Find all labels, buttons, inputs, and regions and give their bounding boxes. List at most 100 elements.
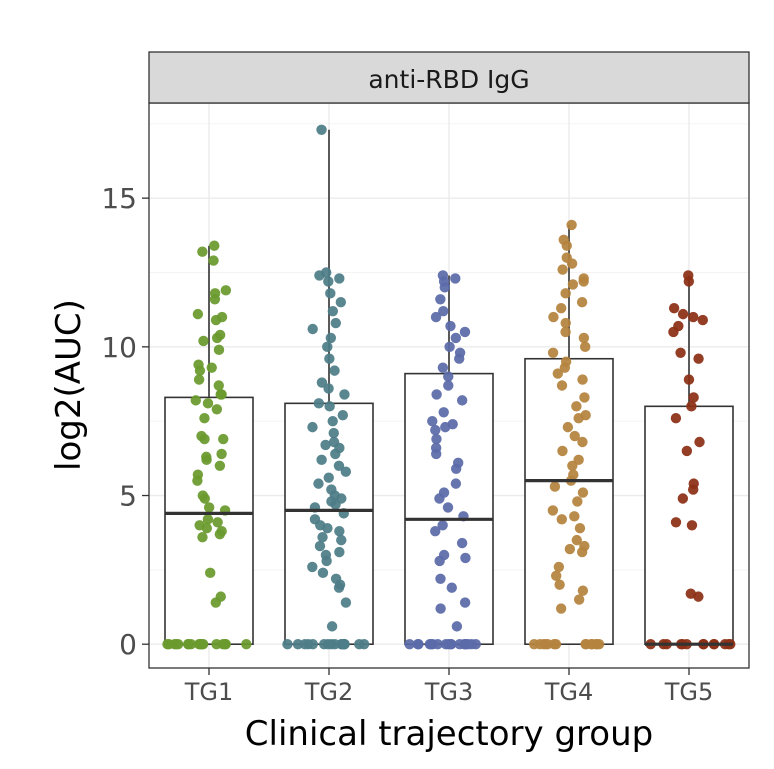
point-TG3 xyxy=(443,380,454,391)
y-tick-label: 5 xyxy=(119,480,137,513)
data-points xyxy=(162,124,736,650)
point-TG4 xyxy=(555,302,567,314)
point-TG2 xyxy=(330,317,341,329)
point-TG4 xyxy=(566,258,578,269)
point-TG1 xyxy=(212,517,223,528)
point-TG4 xyxy=(552,368,564,379)
point-TG3 xyxy=(454,639,465,650)
point-TG3 xyxy=(450,463,462,474)
point-TG4 xyxy=(549,481,561,492)
point-TG3 xyxy=(424,639,436,650)
point-TG1 xyxy=(214,528,226,540)
x-tick-label: TG3 xyxy=(424,678,474,706)
point-TG4 xyxy=(574,523,586,534)
point-TG5 xyxy=(675,347,686,358)
point-TG2 xyxy=(316,454,327,466)
point-TG2 xyxy=(329,639,341,650)
point-TG4 xyxy=(571,401,582,412)
point-TG3 xyxy=(434,555,445,567)
point-TG2 xyxy=(330,448,341,460)
point-TG2 xyxy=(299,639,311,650)
point-TG4 xyxy=(567,460,578,471)
point-TG1 xyxy=(197,246,208,257)
point-TG4 xyxy=(573,594,585,605)
panel-title: anti-RBD IgG xyxy=(368,65,529,94)
point-TG4 xyxy=(567,279,579,290)
point-TG3 xyxy=(443,371,454,382)
point-TG1 xyxy=(192,308,204,320)
point-TG5 xyxy=(697,314,708,326)
point-TG4 xyxy=(560,326,571,338)
point-TG2 xyxy=(340,597,352,608)
point-TG2 xyxy=(322,341,333,353)
point-TG4 xyxy=(564,543,576,555)
point-TG4 xyxy=(554,579,565,590)
point-TG4 xyxy=(528,639,540,650)
point-TG1 xyxy=(199,433,210,445)
point-TG3 xyxy=(404,639,415,650)
point-TG3 xyxy=(450,273,461,284)
point-TG3 xyxy=(456,395,468,406)
point-TG2 xyxy=(327,305,339,317)
point-TG2 xyxy=(334,546,345,558)
point-TG5 xyxy=(688,311,699,323)
point-TG3 xyxy=(456,537,468,549)
point-TG2 xyxy=(316,377,328,388)
point-TG4 xyxy=(550,639,562,650)
point-TG3 xyxy=(431,389,442,400)
point-TG3 xyxy=(437,362,449,373)
y-axis-ticks: 0 5 10 15 xyxy=(101,182,149,661)
point-TG1 xyxy=(202,398,214,409)
point-TG3 xyxy=(451,621,463,632)
point-TG2 xyxy=(324,401,335,412)
point-TG4 xyxy=(555,603,567,614)
point-TG2 xyxy=(316,124,327,135)
point-TG1 xyxy=(198,335,209,347)
point-TG2 xyxy=(328,427,339,439)
point-TG1 xyxy=(199,493,211,504)
y-tick-label: 0 xyxy=(119,628,137,661)
point-TG1 xyxy=(210,314,222,326)
point-TG1 xyxy=(185,639,197,650)
boxes xyxy=(164,129,734,646)
point-TG1 xyxy=(214,460,226,471)
point-TG1 xyxy=(197,531,208,543)
point-TG2 xyxy=(338,639,350,650)
point-TG4 xyxy=(577,487,589,498)
point-TG1 xyxy=(190,395,201,406)
medians xyxy=(165,479,733,646)
point-TG5 xyxy=(683,374,695,385)
point-TG1 xyxy=(206,362,217,373)
point-TG4 xyxy=(556,380,568,391)
point-TG4 xyxy=(569,511,580,522)
point-TG3 xyxy=(431,433,442,445)
point-TG2 xyxy=(317,531,328,543)
point-TG1 xyxy=(216,448,227,460)
point-TG4 xyxy=(547,505,559,516)
point-TG3 xyxy=(432,639,443,650)
point-TG4 xyxy=(577,374,588,385)
point-TG2 xyxy=(313,478,324,489)
point-TG1 xyxy=(215,389,226,400)
point-TG5 xyxy=(670,517,682,528)
point-TG2 xyxy=(323,276,334,287)
point-TG3 xyxy=(440,639,452,650)
point-TG3 xyxy=(430,526,441,537)
point-TG1 xyxy=(220,285,232,296)
point-TG4 xyxy=(561,240,572,251)
point-TG4 xyxy=(577,436,588,448)
point-TG4 xyxy=(569,430,580,442)
point-TG3 xyxy=(438,305,449,317)
point-TG4 xyxy=(548,311,559,323)
point-TG1 xyxy=(193,374,205,385)
point-TG1 xyxy=(211,332,223,344)
point-TG2 xyxy=(337,410,349,421)
point-TG4 xyxy=(547,347,559,358)
point-TG2 xyxy=(326,621,338,632)
y-axis-title: log2(AUC) xyxy=(49,299,89,471)
point-TG2 xyxy=(340,466,352,477)
point-TG5 xyxy=(668,326,679,338)
point-TG2 xyxy=(318,639,330,650)
y-tick-label: 15 xyxy=(101,182,137,215)
point-TG2 xyxy=(330,499,341,510)
